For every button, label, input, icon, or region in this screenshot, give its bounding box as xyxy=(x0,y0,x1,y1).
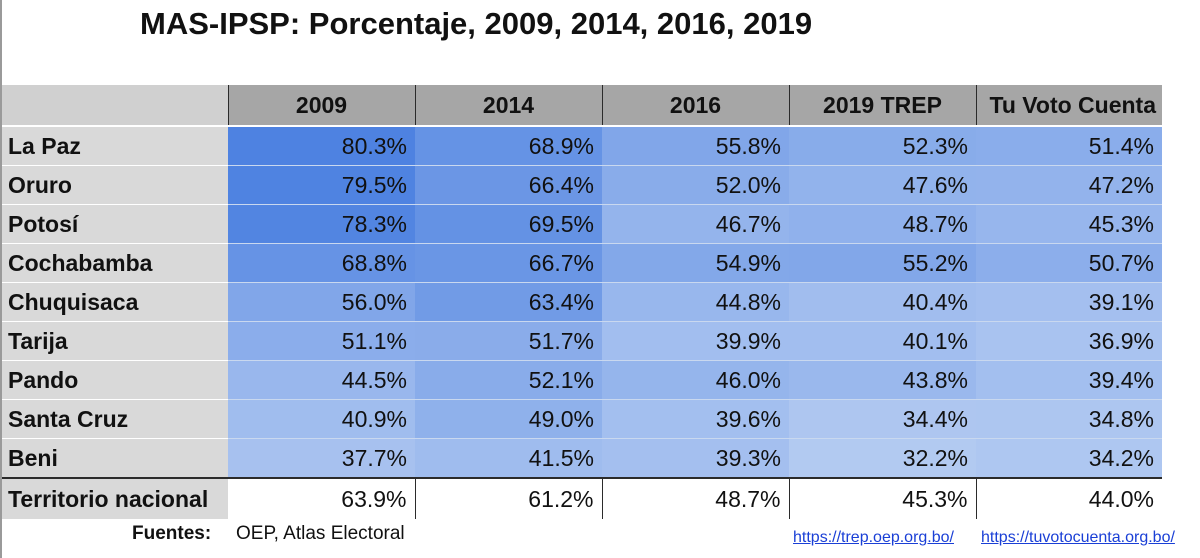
table-row: Oruro 79.5% 66.4% 52.0% 47.6% 47.2% xyxy=(2,165,1162,205)
value-cell: 66.4% xyxy=(415,165,602,205)
value-cell: 80.3% xyxy=(228,126,415,166)
value-cell: 34.8% xyxy=(976,399,1162,439)
results-table: 2009 2014 2016 2019 TREP Tu Voto Cuenta … xyxy=(2,85,1162,519)
value-cell: 39.1% xyxy=(976,282,1162,322)
row-label: La Paz xyxy=(2,126,228,166)
row-label: Chuquisaca xyxy=(2,282,228,322)
value-cell: 34.2% xyxy=(976,438,1162,479)
total-value-cell: 44.0% xyxy=(976,477,1162,519)
table-row: Potosí 78.3% 69.5% 46.7% 48.7% 45.3% xyxy=(2,204,1162,244)
sources-label: Fuentes: xyxy=(132,523,212,544)
value-cell: 39.4% xyxy=(976,360,1162,400)
table-row: Cochabamba 68.8% 66.7% 54.9% 55.2% 50.7% xyxy=(2,243,1162,283)
total-label: Territorio nacional xyxy=(2,477,228,519)
value-cell: 52.3% xyxy=(789,126,976,166)
value-cell: 68.9% xyxy=(415,126,602,166)
column-header: Tu Voto Cuenta xyxy=(976,85,1162,127)
tuvotocuenta-link[interactable]: https://tuvotocuenta.org.bo/ xyxy=(981,529,1175,546)
table-row: Chuquisaca 56.0% 63.4% 44.8% 40.4% 39.1% xyxy=(2,282,1162,322)
row-label: Cochabamba xyxy=(2,243,228,283)
value-cell: 32.2% xyxy=(789,438,976,479)
value-cell: 52.1% xyxy=(415,360,602,400)
value-cell: 66.7% xyxy=(415,243,602,283)
value-cell: 55.8% xyxy=(602,126,789,166)
value-cell: 36.9% xyxy=(976,321,1162,361)
value-cell: 45.3% xyxy=(976,204,1162,244)
value-cell: 43.8% xyxy=(789,360,976,400)
value-cell: 47.6% xyxy=(789,165,976,205)
value-cell: 47.2% xyxy=(976,165,1162,205)
value-cell: 51.7% xyxy=(415,321,602,361)
value-cell: 39.3% xyxy=(602,438,789,479)
value-cell: 56.0% xyxy=(228,282,415,322)
value-cell: 51.1% xyxy=(228,321,415,361)
row-label: Santa Cruz xyxy=(2,399,228,439)
table-row: Pando 44.5% 52.1% 46.0% 43.8% 39.4% xyxy=(2,360,1162,400)
table-body: La Paz 80.3% 68.9% 55.8% 52.3% 51.4% Oruro 79.5… xyxy=(2,126,1162,519)
value-cell: 79.5% xyxy=(228,165,415,205)
value-cell: 44.5% xyxy=(228,360,415,400)
row-label: Potosí xyxy=(2,204,228,244)
column-header: 2016 xyxy=(602,85,790,127)
value-cell: 68.8% xyxy=(228,243,415,283)
total-value-cell: 61.2% xyxy=(415,477,603,519)
value-cell: 41.5% xyxy=(415,438,602,479)
total-value-cell: 63.9% xyxy=(228,477,416,519)
total-value-cell: 48.7% xyxy=(602,477,790,519)
column-header: 2009 xyxy=(228,85,416,127)
table-row: Santa Cruz 40.9% 49.0% 39.6% 34.4% 34.8% xyxy=(2,399,1162,439)
value-cell: 52.0% xyxy=(602,165,789,205)
value-cell: 34.4% xyxy=(789,399,976,439)
header-corner xyxy=(2,85,229,127)
value-cell: 51.4% xyxy=(976,126,1162,166)
value-cell: 55.2% xyxy=(789,243,976,283)
table-row: Beni 37.7% 41.5% 39.3% 32.2% 34.2% xyxy=(2,438,1162,479)
value-cell: 69.5% xyxy=(415,204,602,244)
trep-link[interactable]: https://trep.oep.org.bo/ xyxy=(793,529,954,546)
chart-title: MAS-IPSP: Porcentaje, 2009, 2014, 2016, … xyxy=(140,6,813,41)
value-cell: 78.3% xyxy=(228,204,415,244)
value-cell: 63.4% xyxy=(415,282,602,322)
value-cell: 40.4% xyxy=(789,282,976,322)
total-row: Territorio nacional 63.9% 61.2% 48.7% 45.3% 4… xyxy=(2,477,1162,519)
left-border-line xyxy=(0,0,2,558)
row-label: Pando xyxy=(2,360,228,400)
row-label: Beni xyxy=(2,438,228,479)
table-row: Tarija 51.1% 51.7% 39.9% 40.1% 36.9% xyxy=(2,321,1162,361)
value-cell: 49.0% xyxy=(415,399,602,439)
table-row: La Paz 80.3% 68.9% 55.8% 52.3% 51.4% xyxy=(2,126,1162,166)
value-cell: 39.9% xyxy=(602,321,789,361)
total-value-cell: 45.3% xyxy=(789,477,977,519)
value-cell: 37.7% xyxy=(228,438,415,479)
value-cell: 54.9% xyxy=(602,243,789,283)
column-header: 2019 TREP xyxy=(789,85,977,127)
value-cell: 50.7% xyxy=(976,243,1162,283)
column-header: 2014 xyxy=(415,85,603,127)
value-cell: 46.0% xyxy=(602,360,789,400)
value-cell: 48.7% xyxy=(789,204,976,244)
row-label: Tarija xyxy=(2,321,228,361)
value-cell: 44.8% xyxy=(602,282,789,322)
header-row: 2009 2014 2016 2019 TREP Tu Voto Cuenta xyxy=(2,85,1162,127)
sources-text: OEP, Atlas Electoral xyxy=(236,523,405,544)
value-cell: 46.7% xyxy=(602,204,789,244)
value-cell: 40.1% xyxy=(789,321,976,361)
value-cell: 39.6% xyxy=(602,399,789,439)
value-cell: 40.9% xyxy=(228,399,415,439)
row-label: Oruro xyxy=(2,165,228,205)
